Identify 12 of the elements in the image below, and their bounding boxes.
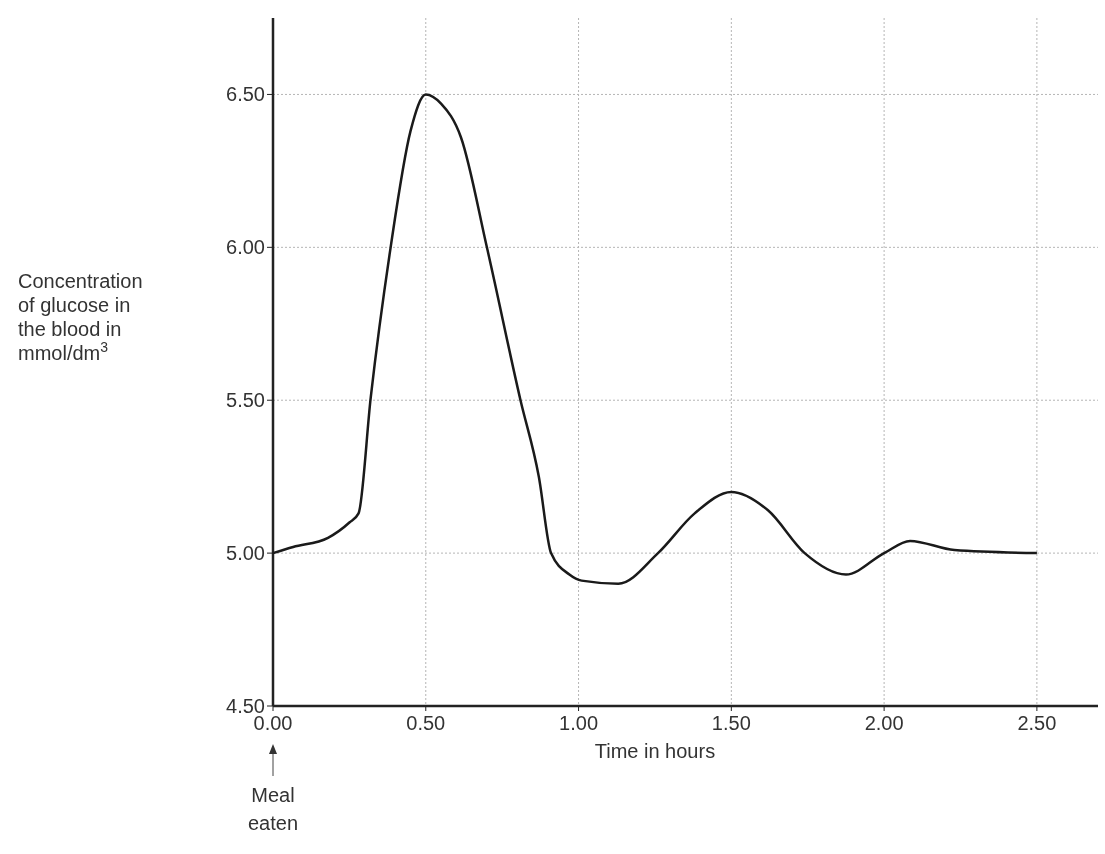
- x-tick-label: 1.50: [711, 712, 751, 734]
- x-axis-title: Time in hours: [594, 740, 716, 762]
- x-tick-label: 1.00: [559, 712, 599, 734]
- y-axis-title: Concentration of glucose in the blood in mmol/dm$^{3}$: [18, 270, 143, 364]
- y-tick-label: 6.50: [226, 83, 265, 106]
- y-tick-label: 5.50: [226, 389, 265, 412]
- y-tick-label: 5.00: [226, 542, 265, 565]
- y-tick-label: 6.00: [226, 236, 265, 259]
- x-tick-label: 0.50: [406, 712, 446, 734]
- x-tick-label: 2.00: [864, 712, 904, 734]
- text: Meal eaten: [247, 784, 299, 834]
- x-tick-label: 2.50: [1017, 712, 1057, 734]
